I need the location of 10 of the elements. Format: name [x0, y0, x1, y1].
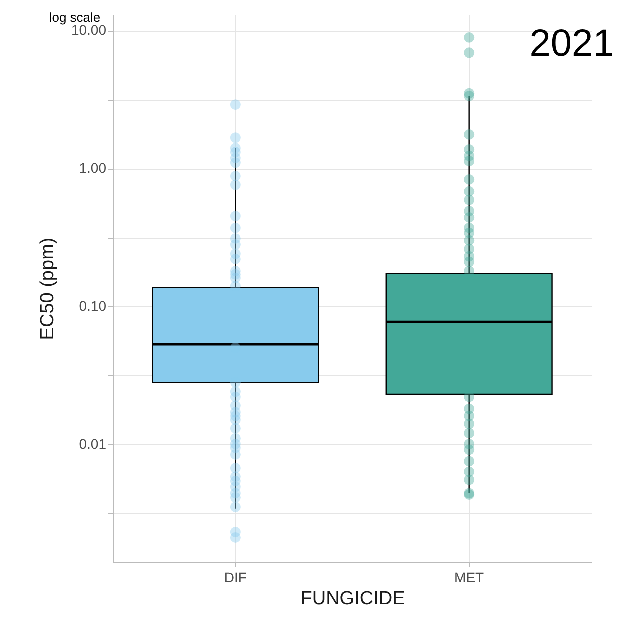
annotation: 2021 — [530, 23, 614, 65]
y-tick-label: 0.10 — [79, 298, 107, 314]
y-tick-label: 10.00 — [71, 22, 107, 38]
x-tick-label: MET — [454, 570, 485, 586]
x-tick-label: DIF — [224, 570, 247, 586]
y-axis-title: EC50 (ppm) — [37, 238, 58, 340]
x-axis-title: FUNGICIDE — [300, 588, 406, 610]
text: log scale — [49, 10, 101, 25]
y-tick-label: 1.00 — [79, 160, 107, 176]
y-tick-label: 0.01 — [79, 436, 107, 452]
